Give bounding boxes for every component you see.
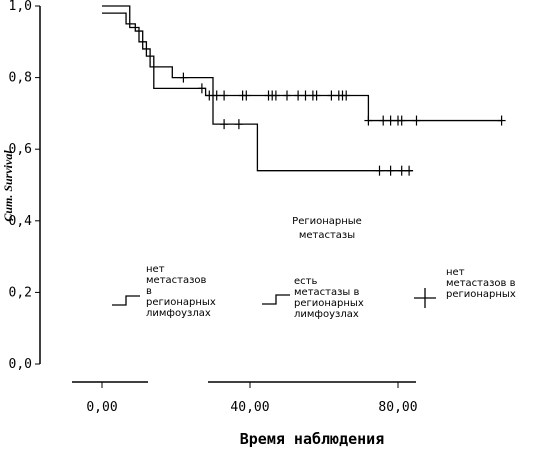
plot-area xyxy=(102,5,506,176)
censored-mark xyxy=(220,119,229,130)
legend-label: метастазов xyxy=(146,275,207,286)
y-tick-label: 0,8 xyxy=(9,71,32,86)
censored-mark xyxy=(364,115,373,126)
x-tick-label: 80,00 xyxy=(378,400,417,415)
y-tick-label: 0,6 xyxy=(9,142,32,157)
legend-label: есть xyxy=(294,276,317,287)
censored-mark xyxy=(312,90,321,101)
legend-symbol xyxy=(112,295,140,306)
censored-mark xyxy=(234,119,243,130)
censored-mark xyxy=(397,165,406,176)
censored-mark xyxy=(497,115,506,126)
legend-label: лимфоузлах xyxy=(146,308,211,319)
legend-label: нет xyxy=(146,264,165,275)
legend-label: в xyxy=(146,286,152,297)
x-axis-title: Время наблюдения xyxy=(240,430,385,448)
legend-label: метастазы в xyxy=(294,287,359,298)
legend-label: метастазов в xyxy=(446,278,516,289)
legend-title: метастазы xyxy=(299,230,355,241)
censored-mark xyxy=(242,90,251,101)
legend: Регионарныеметастазынетметастазовврегион… xyxy=(112,216,516,320)
censored-mark xyxy=(294,90,303,101)
legend-label: регионарных xyxy=(446,289,516,300)
legend-symbol xyxy=(262,294,290,305)
series-line xyxy=(102,12,413,172)
censored-mark xyxy=(397,115,406,126)
series-line xyxy=(102,5,502,122)
censored-mark xyxy=(375,165,384,176)
y-axis-title: Cum. Survival xyxy=(1,150,15,222)
censored-mark xyxy=(212,90,221,101)
censored-mark xyxy=(412,115,421,126)
legend-label: регионарных xyxy=(294,298,364,309)
y-tick-label: 1,0 xyxy=(9,0,32,14)
censored-mark xyxy=(271,90,280,101)
y-tick-label: 0,0 xyxy=(9,357,32,372)
censored-mark xyxy=(342,90,351,101)
y-tick-label: 0,4 xyxy=(9,214,33,229)
x-tick-label: 0,00 xyxy=(86,400,117,415)
censored-mark xyxy=(386,115,395,126)
censored-mark xyxy=(179,72,188,83)
censored-mark xyxy=(197,83,206,94)
y-tick-label: 0,2 xyxy=(9,285,32,300)
x-tick-label: 40,00 xyxy=(230,400,269,415)
censored-mark xyxy=(283,90,291,101)
censored-mark xyxy=(205,90,214,101)
legend-label: лимфоузлах xyxy=(294,309,359,320)
legend-label: регионарных xyxy=(146,297,216,308)
censored-mark xyxy=(379,115,388,126)
censored-mark xyxy=(220,90,229,101)
legend-label: нет xyxy=(446,267,465,278)
axes: 0,0 0,2 0,4 0,6 0,8 1,0 0,00 40,00 80,00 Время на… xyxy=(1,0,418,448)
censored-mark xyxy=(301,90,310,101)
legend-title: Регионарные xyxy=(292,216,362,227)
censored-mark xyxy=(405,165,414,176)
censored-mark xyxy=(386,165,395,176)
censored-mark xyxy=(327,90,336,101)
